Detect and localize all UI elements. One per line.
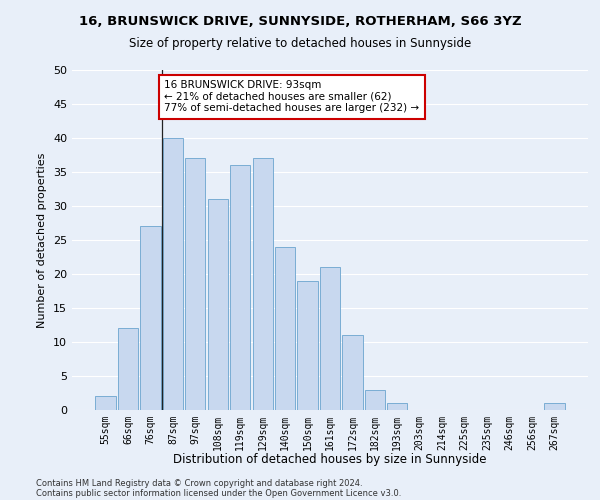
Bar	[118, 328, 138, 410]
Bar	[185, 158, 205, 410]
Text: Size of property relative to detached houses in Sunnyside: Size of property relative to detached ho…	[129, 38, 471, 51]
Bar	[140, 226, 161, 410]
Bar	[230, 165, 250, 410]
Bar	[343, 335, 362, 410]
Text: Contains HM Land Registry data © Crown copyright and database right 2024.: Contains HM Land Registry data © Crown c…	[36, 478, 362, 488]
Bar	[208, 199, 228, 410]
Bar	[387, 403, 407, 410]
Bar	[95, 396, 116, 410]
Text: 16, BRUNSWICK DRIVE, SUNNYSIDE, ROTHERHAM, S66 3YZ: 16, BRUNSWICK DRIVE, SUNNYSIDE, ROTHERHA…	[79, 15, 521, 28]
Bar	[320, 267, 340, 410]
Text: Distribution of detached houses by size in Sunnyside: Distribution of detached houses by size …	[173, 452, 487, 466]
Bar	[544, 403, 565, 410]
Y-axis label: Number of detached properties: Number of detached properties	[37, 152, 47, 328]
Bar	[163, 138, 183, 410]
Bar	[275, 247, 295, 410]
Bar	[298, 281, 317, 410]
Text: 16 BRUNSWICK DRIVE: 93sqm
← 21% of detached houses are smaller (62)
77% of semi-: 16 BRUNSWICK DRIVE: 93sqm ← 21% of detac…	[164, 80, 419, 114]
Bar	[365, 390, 385, 410]
Bar	[253, 158, 273, 410]
Text: Contains public sector information licensed under the Open Government Licence v3: Contains public sector information licen…	[36, 488, 401, 498]
